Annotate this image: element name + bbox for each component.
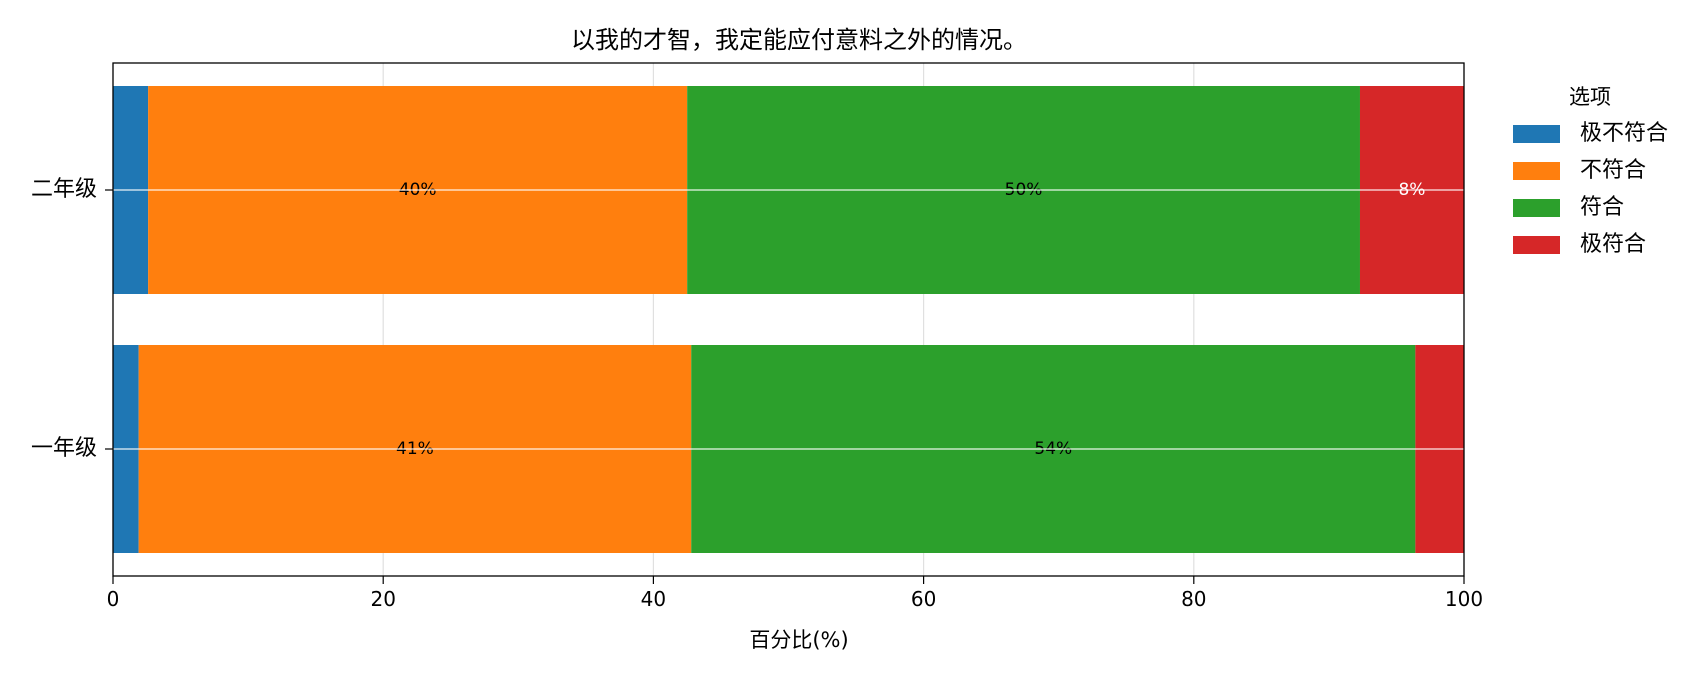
legend-label: 极不符合 (1580, 121, 1668, 146)
legend-swatch (1513, 199, 1560, 217)
x-tick-label: 60 (911, 587, 936, 611)
x-tick-label: 80 (1181, 587, 1206, 611)
y-tick-label: 二年级 (31, 177, 97, 202)
x-tick-label: 20 (370, 587, 395, 611)
legend-label: 符合 (1580, 195, 1624, 220)
legend-label: 不符合 (1580, 158, 1646, 183)
bars-group (113, 86, 1464, 553)
chart-title: 以我的才智，我定能应付意料之外的情况。 (571, 26, 1027, 54)
legend-swatch (1513, 125, 1560, 143)
data-labels-group: 40% 50% 8%41% 54% (113, 180, 1464, 459)
plot-frame (112, 62, 1465, 577)
x-tick-label: 100 (1445, 587, 1483, 611)
legend-swatch (1513, 236, 1560, 254)
y-tick-label: 一年级 (31, 436, 97, 461)
x-axis-label: 百分比(%) (749, 628, 848, 652)
x-tick-label: 40 (641, 587, 666, 611)
legend-swatch (1513, 162, 1560, 180)
legend-title: 选项 (1569, 85, 1611, 109)
x-tick-label: 0 (107, 587, 120, 611)
legend-label: 极符合 (1580, 232, 1646, 257)
